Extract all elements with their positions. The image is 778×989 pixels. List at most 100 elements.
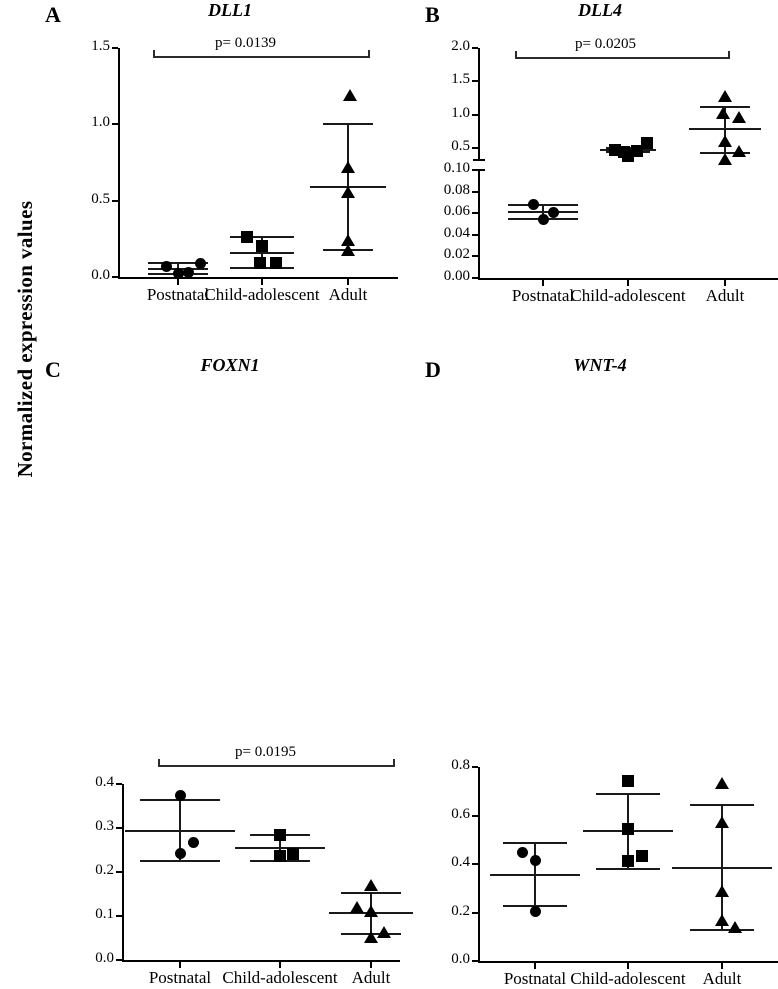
data-point [715, 914, 729, 927]
data-point [622, 775, 634, 788]
significance-end-left [158, 759, 160, 767]
data-point [716, 107, 730, 120]
y-axis-line [118, 48, 120, 277]
data-point [341, 243, 355, 256]
category-label-1: Postnatal [146, 285, 210, 304]
data-point [718, 90, 732, 102]
panel-c: C FOXN1 0.0 0.1 0.2 0.3 0.4 Postnatal Child-ad… [40, 339, 413, 987]
panel-c-plot-area: 0.0 0.1 0.2 0.3 0.4 Postnatal Child-adolescent… [40, 339, 413, 987]
data-point [187, 837, 199, 849]
data-point [636, 850, 648, 863]
mean-line [508, 211, 578, 214]
y-tick [472, 255, 478, 258]
data-point [274, 849, 286, 862]
data-point [732, 145, 746, 158]
data-point [715, 885, 729, 898]
y-tick-label: 0.0 [451, 951, 470, 967]
significance-bar [153, 56, 370, 58]
y-tick [112, 276, 118, 278]
y-tick [472, 863, 478, 865]
panel-d-plot-area: 0.0 0.2 0.4 0.6 0.8 Postnatal Child-adolescent… [400, 339, 778, 988]
axis-break-cap-lower [473, 169, 485, 171]
x-tick [261, 279, 263, 285]
data-point [350, 901, 364, 914]
panel-a-title: DLL1 [208, 0, 252, 20]
data-point [631, 144, 643, 157]
error-bar-cap-upper [323, 123, 373, 126]
category-label-3: Adult [351, 968, 391, 987]
y-axis-line [478, 767, 480, 961]
y-tick-label: 0.0 [95, 950, 114, 966]
y-tick-label: 0.0 [91, 267, 110, 283]
data-point [254, 257, 266, 270]
y-tick [472, 911, 478, 914]
y-axis-title-container: Normalized expression values [0, 0, 44, 678]
x-tick [177, 279, 179, 285]
data-point [718, 134, 732, 147]
y-tick [116, 827, 122, 829]
error-bar-cap-lower [690, 929, 754, 932]
y-tick-label: 0.5 [91, 190, 110, 207]
data-point [622, 855, 634, 868]
y-tick [116, 959, 122, 961]
x-tick [542, 280, 544, 286]
significance-bar [158, 765, 395, 767]
error-bar-cap-upper [230, 236, 294, 239]
panel-d: D WNT-4 0.0 0.2 0.4 0.6 0.8 Postnatal Child-ad… [400, 339, 778, 988]
y-tick-label: 0.5 [451, 138, 470, 154]
data-point [194, 257, 206, 269]
error-bar-cap-upper [148, 262, 208, 265]
mean-line [230, 251, 294, 254]
y-tick [112, 199, 118, 202]
mean-line [490, 873, 580, 876]
data-point [160, 260, 172, 272]
y-tick [472, 147, 478, 149]
data-point [241, 231, 253, 244]
data-point [377, 925, 391, 938]
data-point [256, 240, 268, 253]
y-tick-label: 0.6 [451, 805, 470, 822]
y-tick [472, 277, 478, 279]
data-point [529, 854, 541, 866]
y-tick [472, 212, 478, 215]
mean-line [672, 866, 772, 869]
y-tick [472, 113, 478, 116]
y-tick [472, 766, 478, 768]
data-point [364, 905, 378, 918]
data-point [287, 848, 299, 861]
x-tick [724, 280, 726, 286]
y-tick-label: 1.5 [451, 71, 470, 88]
y-tick-label: 0.4 [451, 854, 470, 870]
data-point [343, 89, 357, 102]
data-point [516, 846, 528, 858]
error-bar-cap-upper [341, 892, 401, 895]
y-tick-label: 0.00 [443, 268, 470, 284]
significance-end-left [515, 51, 517, 59]
data-point [174, 847, 186, 859]
data-point [728, 921, 742, 934]
data-point [547, 206, 559, 218]
panel-c-title: FOXN1 [200, 355, 260, 375]
category-label-3: Adult [705, 286, 745, 305]
y-tick-label: 1.5 [91, 38, 110, 54]
y-tick-label: 0.02 [443, 246, 470, 263]
data-point [341, 185, 355, 198]
data-point [527, 199, 539, 211]
x-axis-line [118, 277, 398, 279]
error-bar-cap-upper [596, 793, 660, 796]
axis-break-cap-upper [473, 159, 485, 161]
y-tick [472, 47, 478, 49]
y-tick [112, 47, 118, 49]
error-bar-cap-lower [700, 151, 750, 154]
data-point [622, 822, 634, 835]
category-label-3: Adult [328, 285, 368, 304]
data-point [270, 257, 282, 270]
error-bar-cap-upper [503, 841, 567, 844]
data-point [364, 931, 378, 944]
y-tick-label: 0.4 [95, 774, 114, 790]
y-tick [116, 783, 122, 785]
panel-d-letter: D [425, 357, 441, 382]
y-tick [472, 233, 478, 236]
category-label-3: Adult [702, 969, 742, 988]
data-point [641, 136, 653, 149]
